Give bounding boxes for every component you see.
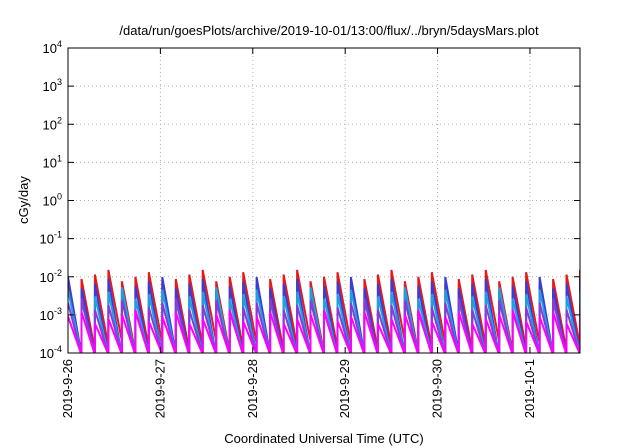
x-tick-label: 2019-9-29: [337, 359, 352, 418]
y-tick-labels: 10-4 10-3 10-2 10-1 100 101 102 103 104: [40, 39, 580, 361]
x-tick-label: 2019-9-30: [430, 359, 445, 418]
series-line: [68, 287, 580, 353]
y-tick-label: 10-2: [40, 268, 62, 285]
y-tick-label: 104: [43, 39, 62, 56]
series-line: [68, 309, 580, 353]
y-tick-label: 103: [43, 77, 62, 94]
y-tick-label: 101: [43, 153, 62, 170]
x-tick-label: 2019-9-28: [245, 359, 260, 418]
y-tick-label: 10-1: [40, 230, 62, 247]
y-tick-label: 10-4: [40, 344, 62, 361]
x-tick-label: 2019-10-1: [522, 359, 537, 418]
y-tick-label: 10-3: [40, 306, 62, 323]
x-tick-label: 2019-9-27: [152, 359, 167, 418]
series-line: [68, 298, 580, 353]
series-layer: [68, 269, 580, 353]
chart-title: /data/run/goesPlots/archive/2019-10-01/1…: [119, 23, 539, 38]
x-tick-labels: 2019-9-26 2019-9-27 2019-9-28 2019-9-29 2019…: [60, 48, 537, 418]
x-tick-label: 2019-9-26: [60, 359, 75, 418]
y-tick-label: 100: [43, 192, 62, 209]
y-tick-label: 102: [43, 115, 62, 132]
y-axis-label: cGy/day: [16, 176, 31, 224]
plot-frame: [67, 47, 581, 354]
x-axis-label: Coordinated Universal Time (UTC): [224, 431, 423, 446]
